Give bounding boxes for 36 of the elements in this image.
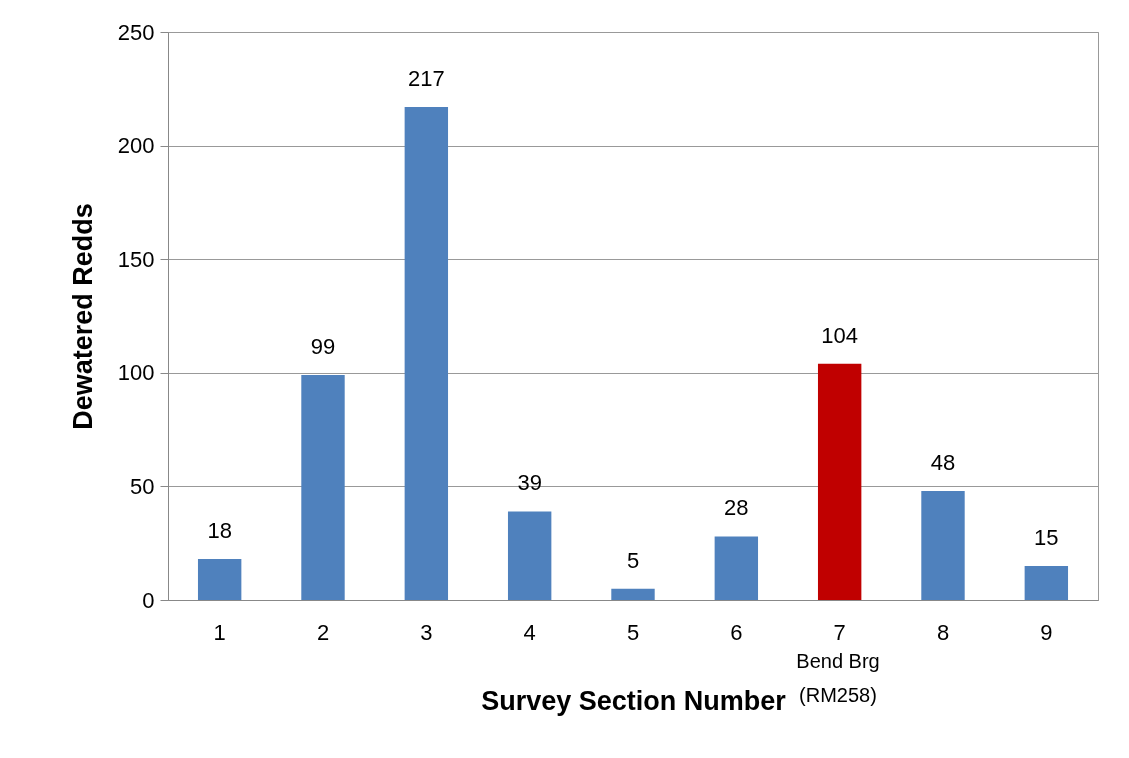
data-label: 5 xyxy=(626,547,640,573)
bar xyxy=(507,511,552,600)
bar xyxy=(714,536,759,600)
data-label: 217 xyxy=(407,65,445,91)
bar xyxy=(1024,565,1069,600)
y-axis-title: Dewatered Redds xyxy=(67,203,98,430)
y-tick-label: 0 xyxy=(142,587,155,613)
data-label: 48 xyxy=(930,449,956,475)
bar xyxy=(301,375,345,600)
x-axis-title: Survey Section Number xyxy=(481,685,787,716)
bar xyxy=(611,588,655,600)
bar xyxy=(921,490,965,600)
data-label: 15 xyxy=(1034,524,1059,550)
text: Bend Brg (RM258) xyxy=(796,650,880,706)
x-tick-label: 5 xyxy=(626,619,640,645)
data-label: 104 xyxy=(821,322,859,348)
x-tick-label: 7 xyxy=(833,619,846,645)
x-tick-label: 8 xyxy=(936,619,950,645)
data-label: 18 xyxy=(207,518,232,544)
bar xyxy=(197,559,242,600)
x-tick-label: 1 xyxy=(213,619,226,645)
x-tick-label: 6 xyxy=(730,619,743,645)
x-tick-label: 9 xyxy=(1040,619,1053,645)
x-tick-label: 2 xyxy=(316,619,330,645)
y-tick-label: 100 xyxy=(117,360,155,386)
x-tick-label: 4 xyxy=(523,619,536,645)
data-label: 99 xyxy=(310,334,336,360)
y-tick-label: 250 xyxy=(117,19,155,45)
bar xyxy=(817,363,862,600)
data-label: 39 xyxy=(517,470,542,496)
y-tick-label: 50 xyxy=(130,473,155,499)
bar xyxy=(404,106,449,600)
y-tick-label: 200 xyxy=(117,133,155,159)
x-tick-label: 3 xyxy=(420,619,433,645)
y-tick-label: 150 xyxy=(117,246,155,272)
data-label: 28 xyxy=(724,495,749,521)
